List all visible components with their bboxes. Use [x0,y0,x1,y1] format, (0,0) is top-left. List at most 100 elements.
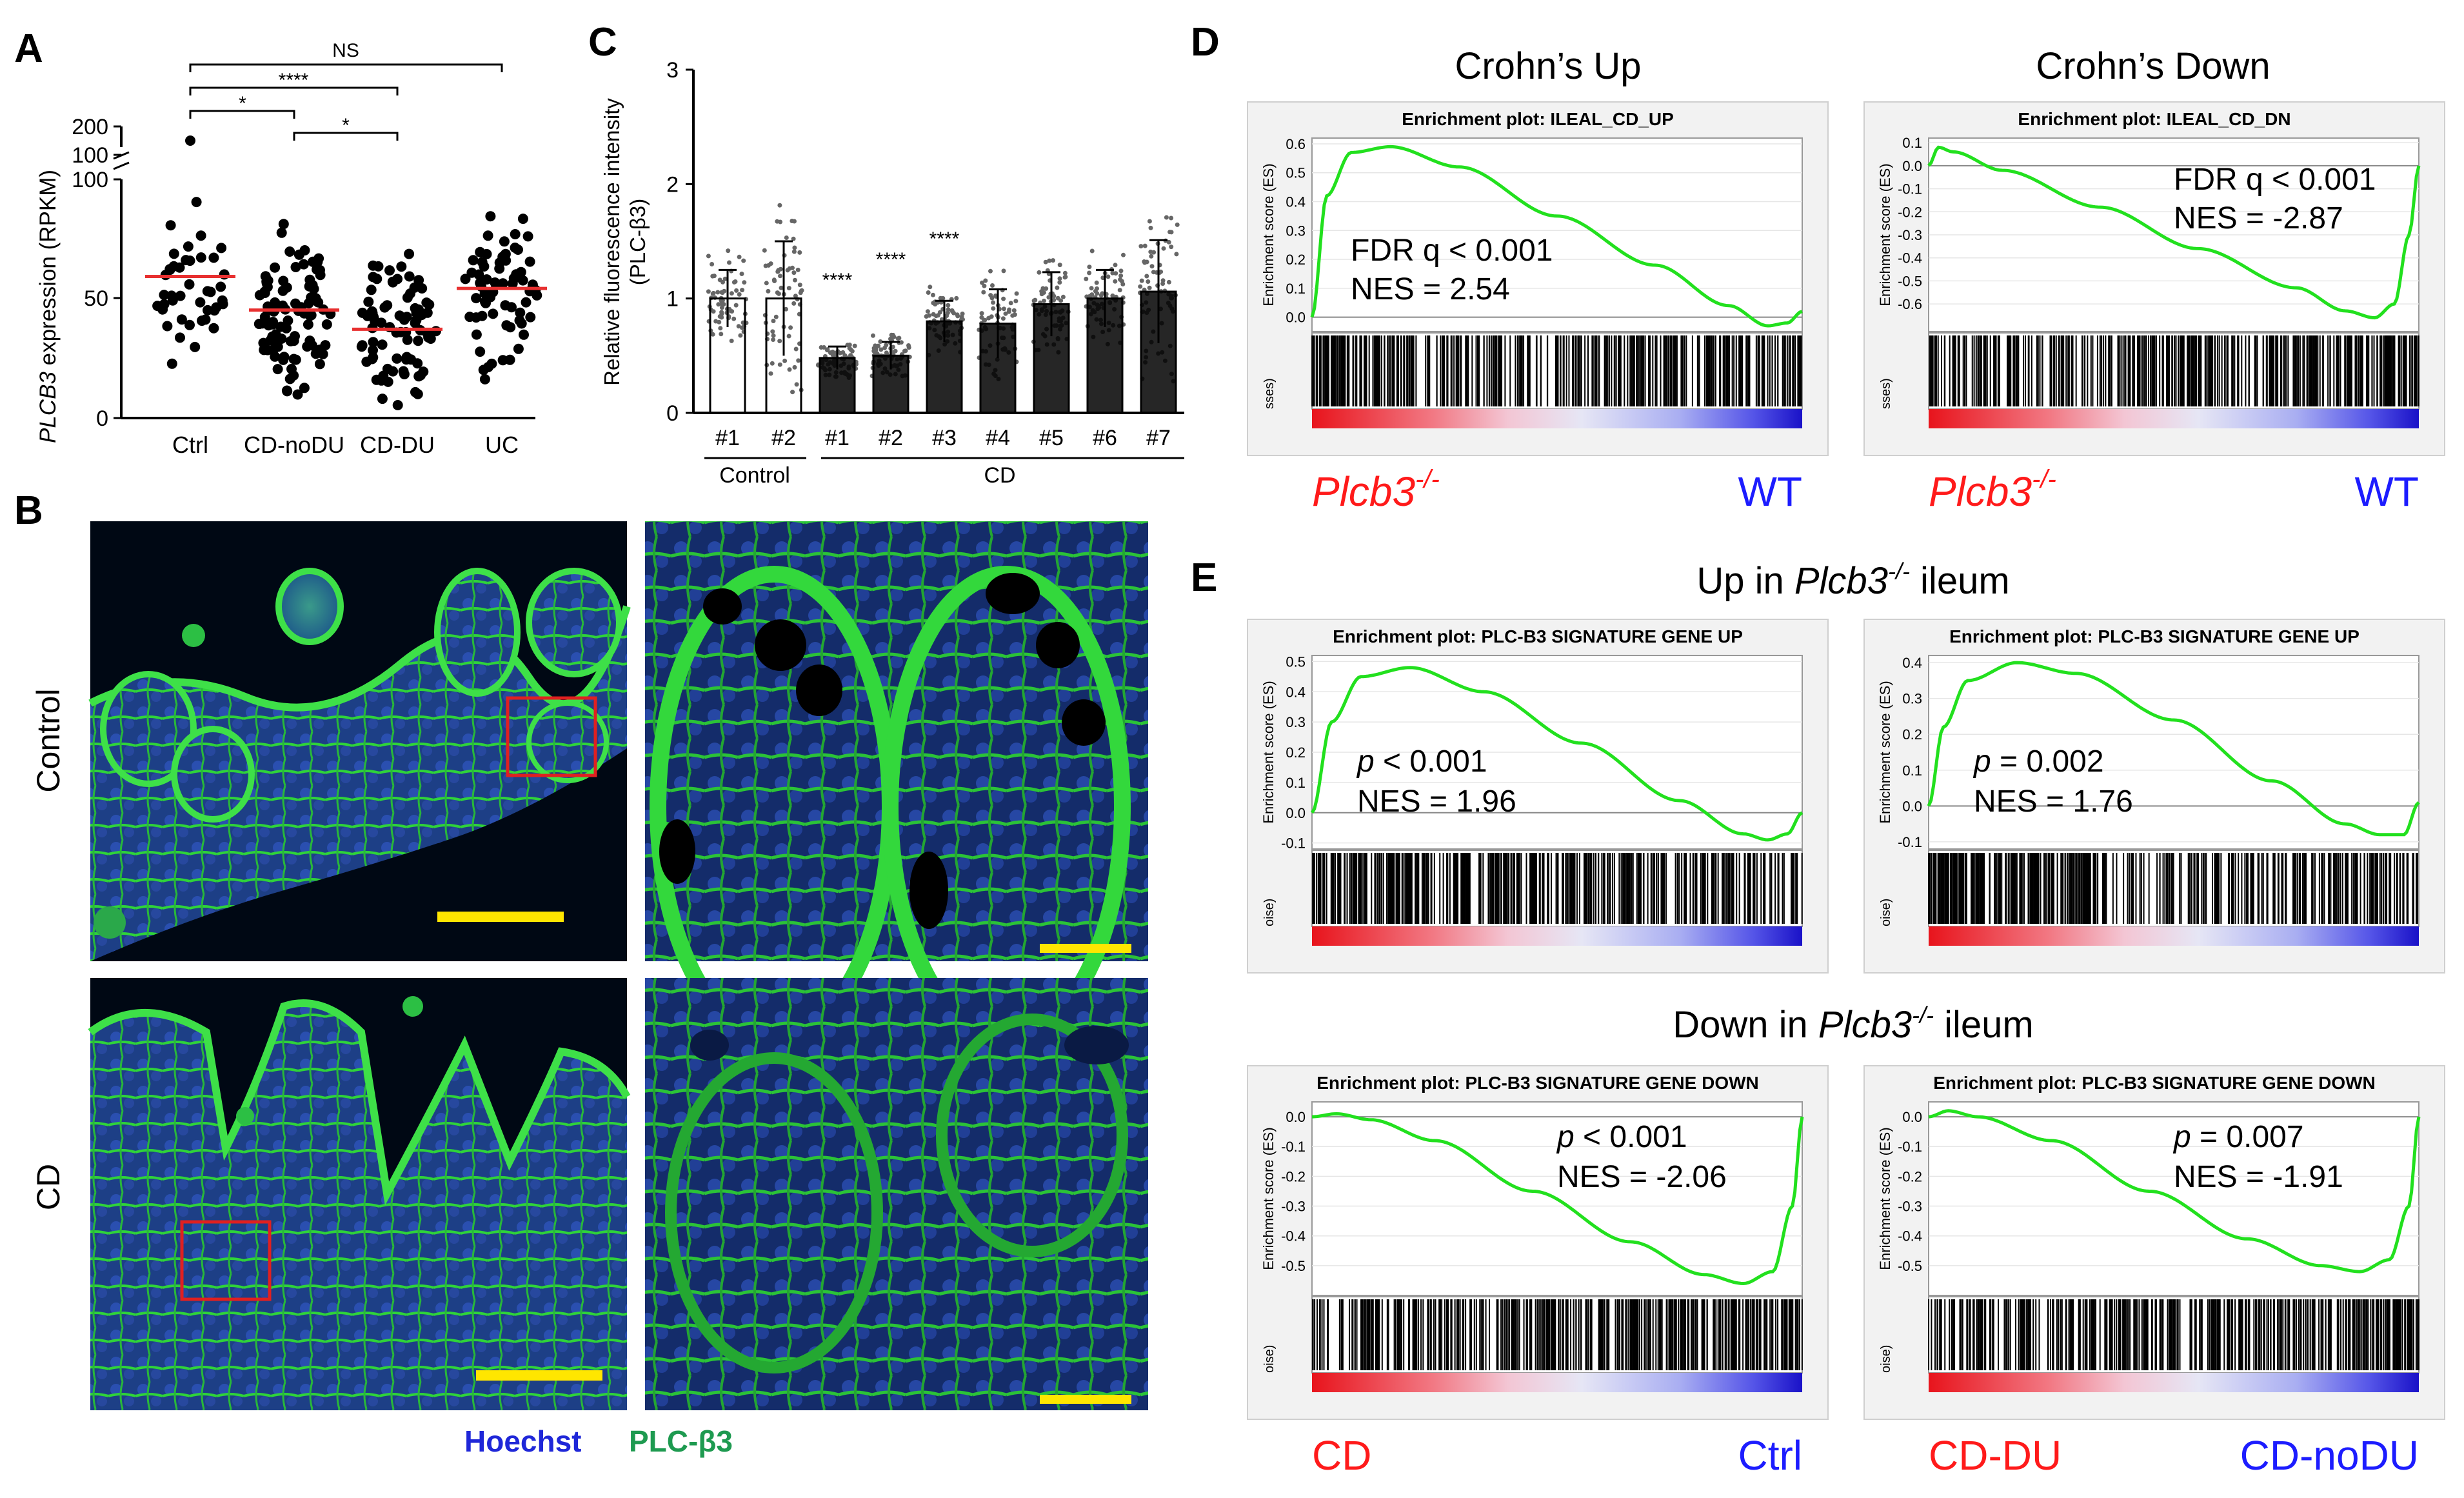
panel-c-point [849,348,855,354]
gsea-tick-label: 0.2 [1286,252,1306,268]
panel-c-point [1057,276,1062,281]
panel-a-dot [303,319,313,330]
panel-c-point [718,326,723,331]
panel-c-point [878,339,883,344]
panel-c-point [729,338,734,343]
panel-a-dot [200,314,211,325]
panel-c-point [740,325,744,330]
gsea-tick-label: 0.5 [1286,165,1306,181]
panel-c-ylabel-1: Relative fluorescence intensity [600,98,624,386]
panel-a-dot [410,303,421,314]
panel-a-dot [475,346,486,357]
panel-label-e: E [1191,555,1217,600]
gsea-es-curve [1928,1109,2421,1273]
panel-a-sig-cdnodu-cddu: * [342,115,350,136]
panel-c-point [825,348,830,353]
panel-a-dot [372,274,383,285]
gsea-es-plot-area [1311,137,1803,332]
panel-c-point [1119,279,1124,284]
panel-c-point [945,310,950,315]
panel-c-point [879,347,884,352]
panel-c-point [1113,279,1118,284]
gsea-ylabel: Enrichment score (ES) [1260,1127,1277,1270]
gsea-tick-label: -0.1 [1898,181,1922,197]
micrograph-control-highmag [645,521,1148,1047]
panel-c-point [871,333,875,338]
panel-a-dot [482,230,493,241]
panel-c-point [991,306,996,311]
gsea-sublabel: oise) [1879,1345,1893,1373]
panel-a-dot [479,374,490,384]
panel-a-dot [411,315,422,325]
panel-a-dot [485,211,496,222]
gsea-stat-p-symbol: p [1556,1120,1575,1154]
panel-c-point [1001,306,1006,312]
panel-a-ylabel-gene: PLCB3 [35,372,61,443]
panel-c-point [1087,265,1092,270]
panel-c-point [1161,246,1166,251]
scale-bar-control-lowmag [437,912,564,922]
panel-a-dot [515,266,526,277]
panel-a-dot [184,279,195,290]
panel-c-point [903,348,908,354]
panel-a-dot [275,321,286,332]
scale-bar-cd-lowmag [476,1370,602,1381]
panel-c-point [795,267,800,272]
gsea-tick-label: 0.0 [1286,310,1306,326]
panel-c-group-cd: CD [984,463,1015,488]
gsea-tick-label: 0.2 [1902,726,1922,743]
panel-c-point [897,335,902,341]
gsea-title: Enrichment plot: PLC-B3 SIGNATURE GENE U… [1949,626,2360,646]
gsea-phenotype-left: CD [1312,1432,1371,1479]
panel-a-dot [168,248,179,259]
panel-c-point [719,305,724,310]
gsea-rank-heatbar [1929,926,2419,946]
panel-a-dot [175,290,186,301]
panel-a-dot [203,305,213,315]
panel-c-point [845,343,850,348]
panel-a-group-label: UC [485,432,519,458]
panel-c-point [1160,281,1166,286]
panel-c-point [710,291,715,296]
panel-c-bar-label: #2 [771,426,796,450]
panel-a-scatter: PLCB3 expression (RPKM) 0 50 100 100 200… [35,40,547,458]
panel-e-header-up-pre: Up in [1696,560,1794,602]
panel-a-dot [499,236,510,247]
panel-c-point [796,358,801,363]
panel-c-point [1063,274,1068,279]
panel-c-point [792,365,797,370]
micrograph-cd-lowmag [88,978,631,1410]
panel-a-dot [532,290,542,301]
panel-c-sig: **** [822,270,853,291]
panel-a-dot [312,264,323,275]
panel-a-dot [183,241,194,252]
panel-c-bar-label: #1 [825,426,849,450]
panel-c-point [1089,286,1094,291]
panel-c-tick-label: 3 [666,58,679,83]
gsea-plot-signature-up-2: Enrichment plot: PLC-B3 SIGNATURE GENE U… [1863,619,2445,974]
panel-c-point [1001,268,1006,274]
panel-c-point [739,272,744,276]
gsea-title: Enrichment plot: PLC-B3 SIGNATURE GENE U… [1333,626,1743,646]
gsea-ylabel: Enrichment score (ES) [1877,1127,1893,1270]
panel-a-dot [368,345,378,355]
panel-e-header-down-gene: Plcb3 [1818,1004,1912,1046]
panel-a-dot [488,308,499,319]
gsea-stat-p-value: < 0.001 [1375,744,1487,779]
gsea-tick-label: 0.3 [1286,714,1306,730]
panel-e-header-down-pre: Down in [1673,1004,1818,1046]
panel-label-a: A [14,26,43,71]
panel-a-dot [421,297,432,308]
panel-a-dot [288,354,299,365]
panel-a-dot [392,400,403,410]
panel-c-point [1057,280,1062,285]
panel-a-dots [152,135,542,410]
panel-c-point [982,317,988,323]
panel-a-dot [277,300,288,311]
panel-a-dot [477,257,488,268]
panel-c-point [731,316,737,321]
panel-a-dot [277,285,288,296]
panel-a-dot [525,312,536,323]
panel-c-point [736,324,741,329]
panel-a-dot [174,262,185,273]
